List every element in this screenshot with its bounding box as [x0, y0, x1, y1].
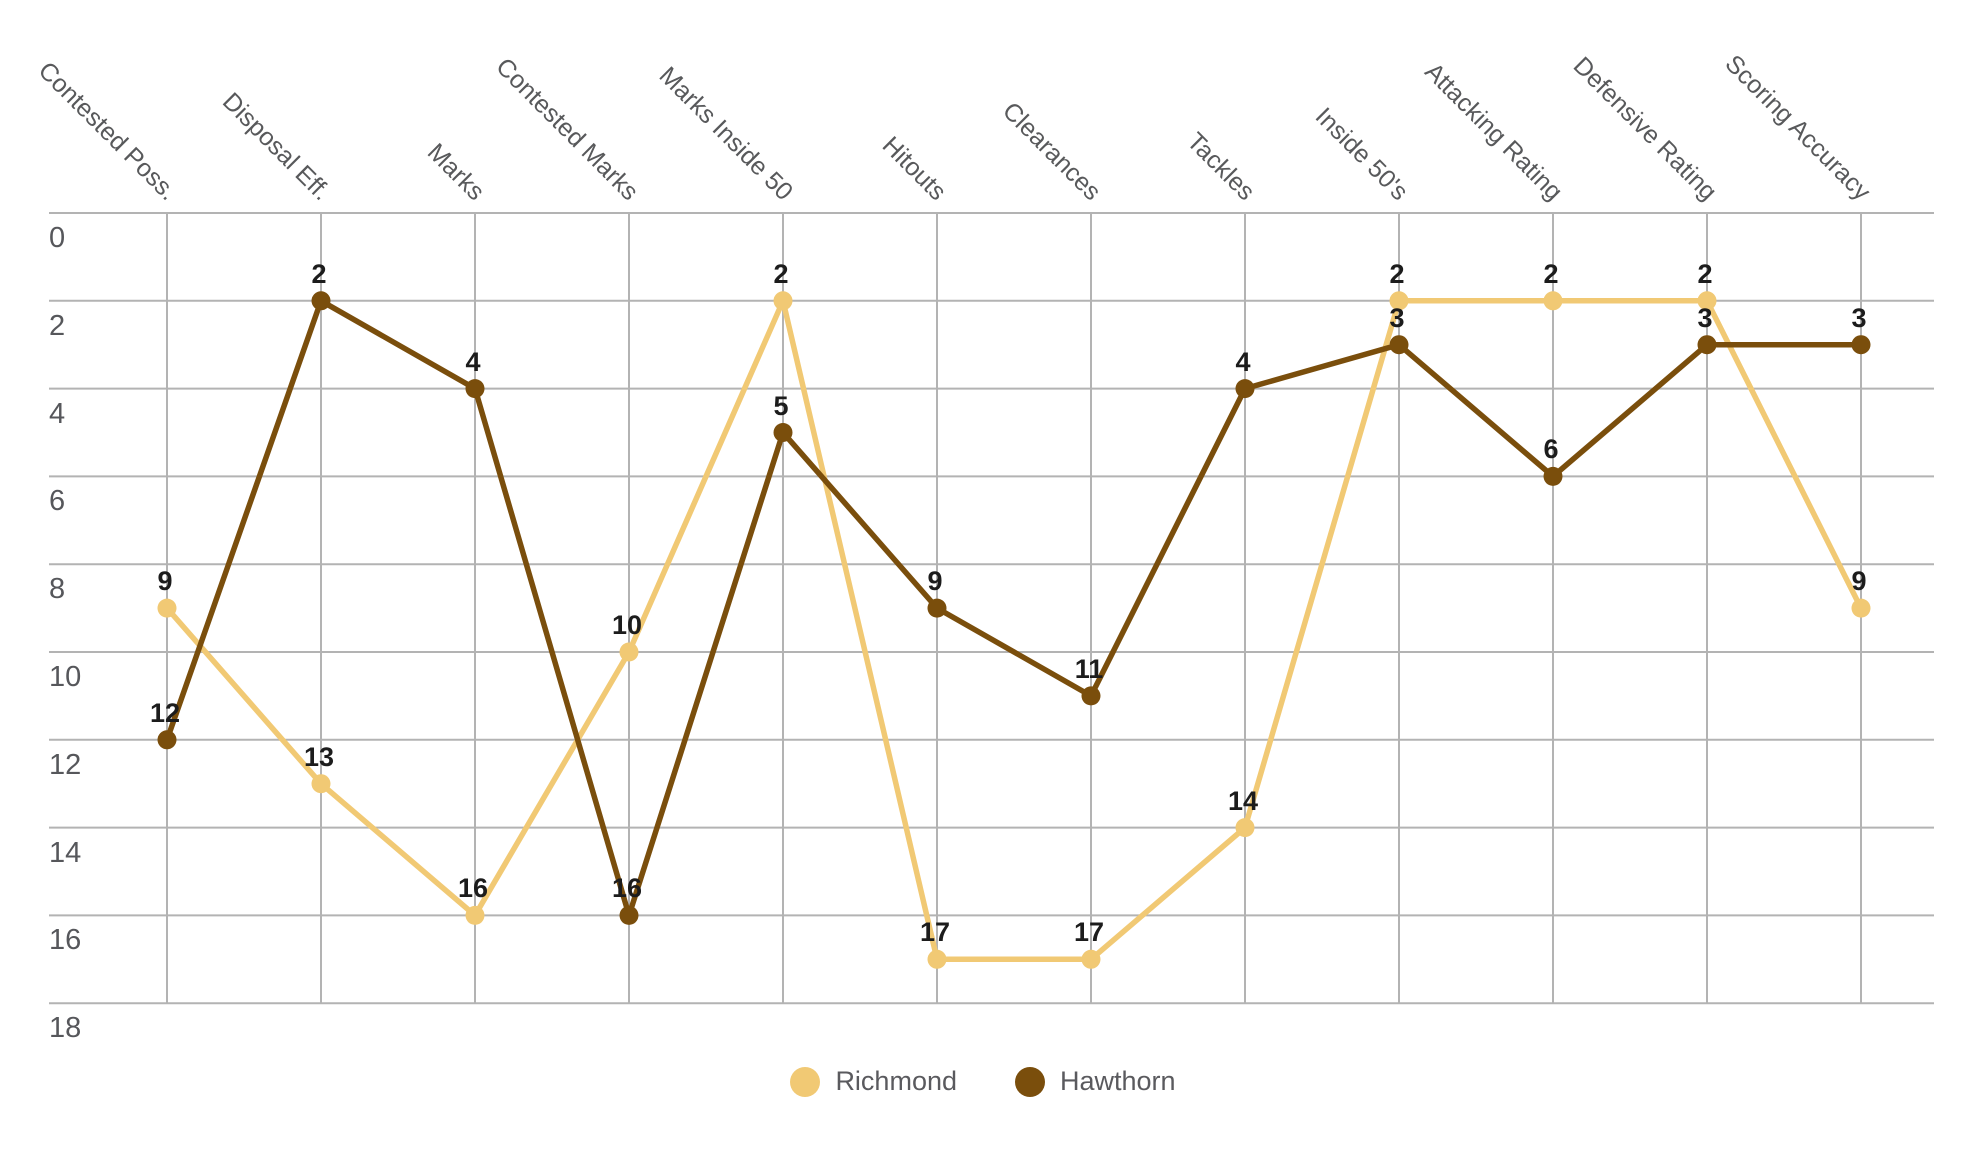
legend-label-hawthorn: Hawthorn	[1060, 1066, 1176, 1096]
series-line-richmond	[164, 298, 1864, 963]
data-point-richmond-0[interactable]	[157, 598, 177, 618]
point-value-label: 2	[311, 258, 327, 289]
point-value-label: 16	[457, 873, 489, 904]
legend-label-richmond: Richmond	[835, 1066, 957, 1096]
data-point-richmond-2[interactable]	[465, 905, 485, 925]
y-axis-tick-label: 14	[49, 836, 82, 869]
data-point-richmond-11[interactable]	[1851, 598, 1871, 618]
series-line-hawthorn	[164, 298, 1864, 919]
data-point-hawthorn-7[interactable]	[1235, 379, 1255, 399]
data-point-hawthorn-1[interactable]	[311, 291, 331, 311]
y-axis-tick-label: 4	[49, 397, 66, 430]
data-point-hawthorn-5[interactable]	[927, 598, 947, 618]
point-value-label: 3	[1697, 302, 1713, 333]
y-axis-tick-label: 6	[49, 485, 66, 518]
data-point-hawthorn-3[interactable]	[619, 905, 639, 925]
point-value-label: 16	[611, 873, 643, 904]
point-value-label: 10	[611, 610, 643, 640]
data-point-richmond-10[interactable]	[1697, 291, 1717, 311]
point-value-label: 2	[1389, 258, 1405, 289]
point-value-label: 4	[1235, 346, 1251, 377]
y-axis-tick-label: 12	[49, 748, 82, 781]
point-value-label: 3	[1389, 302, 1405, 333]
y-axis-tick-label: 10	[49, 661, 82, 693]
point-value-label: 2	[773, 258, 789, 289]
point-value-label: 5	[773, 390, 789, 421]
richmond-series-swatch-icon	[790, 1066, 821, 1097]
data-point-hawthorn-4[interactable]	[773, 423, 793, 442]
legend-item-richmond: Richmond	[790, 1066, 957, 1097]
point-value-label: 9	[157, 566, 173, 597]
data-point-richmond-7[interactable]	[1235, 818, 1255, 838]
legend-item-hawthorn: Hawthorn	[1015, 1066, 1176, 1097]
data-point-hawthorn-0[interactable]	[157, 730, 177, 750]
point-value-label: 6	[1543, 434, 1559, 465]
data-point-richmond-8[interactable]	[1389, 291, 1409, 311]
data-point-richmond-9[interactable]	[1543, 291, 1563, 311]
data-point-richmond-1[interactable]	[311, 774, 331, 794]
data-point-hawthorn-2[interactable]	[465, 379, 485, 399]
point-value-label: 2	[1697, 258, 1713, 289]
point-value-label: 4	[465, 346, 481, 377]
data-point-hawthorn-9[interactable]	[1543, 466, 1563, 486]
data-point-hawthorn-11[interactable]	[1851, 335, 1871, 355]
data-point-richmond-3[interactable]	[619, 642, 639, 662]
point-value-label: 13	[303, 741, 335, 772]
point-value-label: 11	[1074, 653, 1104, 684]
point-value-label: 17	[919, 917, 951, 948]
point-value-label: 9	[927, 566, 943, 597]
data-point-hawthorn-8[interactable]	[1389, 335, 1409, 355]
point-value-label: 2	[1543, 258, 1559, 289]
y-axis-tick-label: 2	[49, 309, 66, 342]
point-value-label: 12	[149, 697, 181, 728]
data-point-richmond-5[interactable]	[927, 949, 947, 969]
y-axis-tick-label: 18	[49, 1012, 82, 1045]
chart-legend: Richmond Hawthorn	[0, 1066, 1966, 1097]
hawthorn-series-swatch-icon	[1015, 1066, 1045, 1097]
data-point-hawthorn-10[interactable]	[1697, 335, 1717, 355]
point-value-label: 14	[1227, 785, 1259, 816]
y-axis-tick-label: 0	[49, 222, 66, 254]
data-point-richmond-6[interactable]	[1081, 949, 1101, 969]
data-point-hawthorn-6[interactable]	[1081, 686, 1101, 706]
point-value-label: 9	[1851, 566, 1867, 597]
y-axis-tick-label: 16	[49, 924, 82, 957]
data-point-richmond-4[interactable]	[773, 291, 793, 311]
point-value-label: 3	[1851, 302, 1867, 333]
point-value-label: 17	[1073, 917, 1105, 948]
y-axis-tick-label: 8	[49, 573, 66, 606]
